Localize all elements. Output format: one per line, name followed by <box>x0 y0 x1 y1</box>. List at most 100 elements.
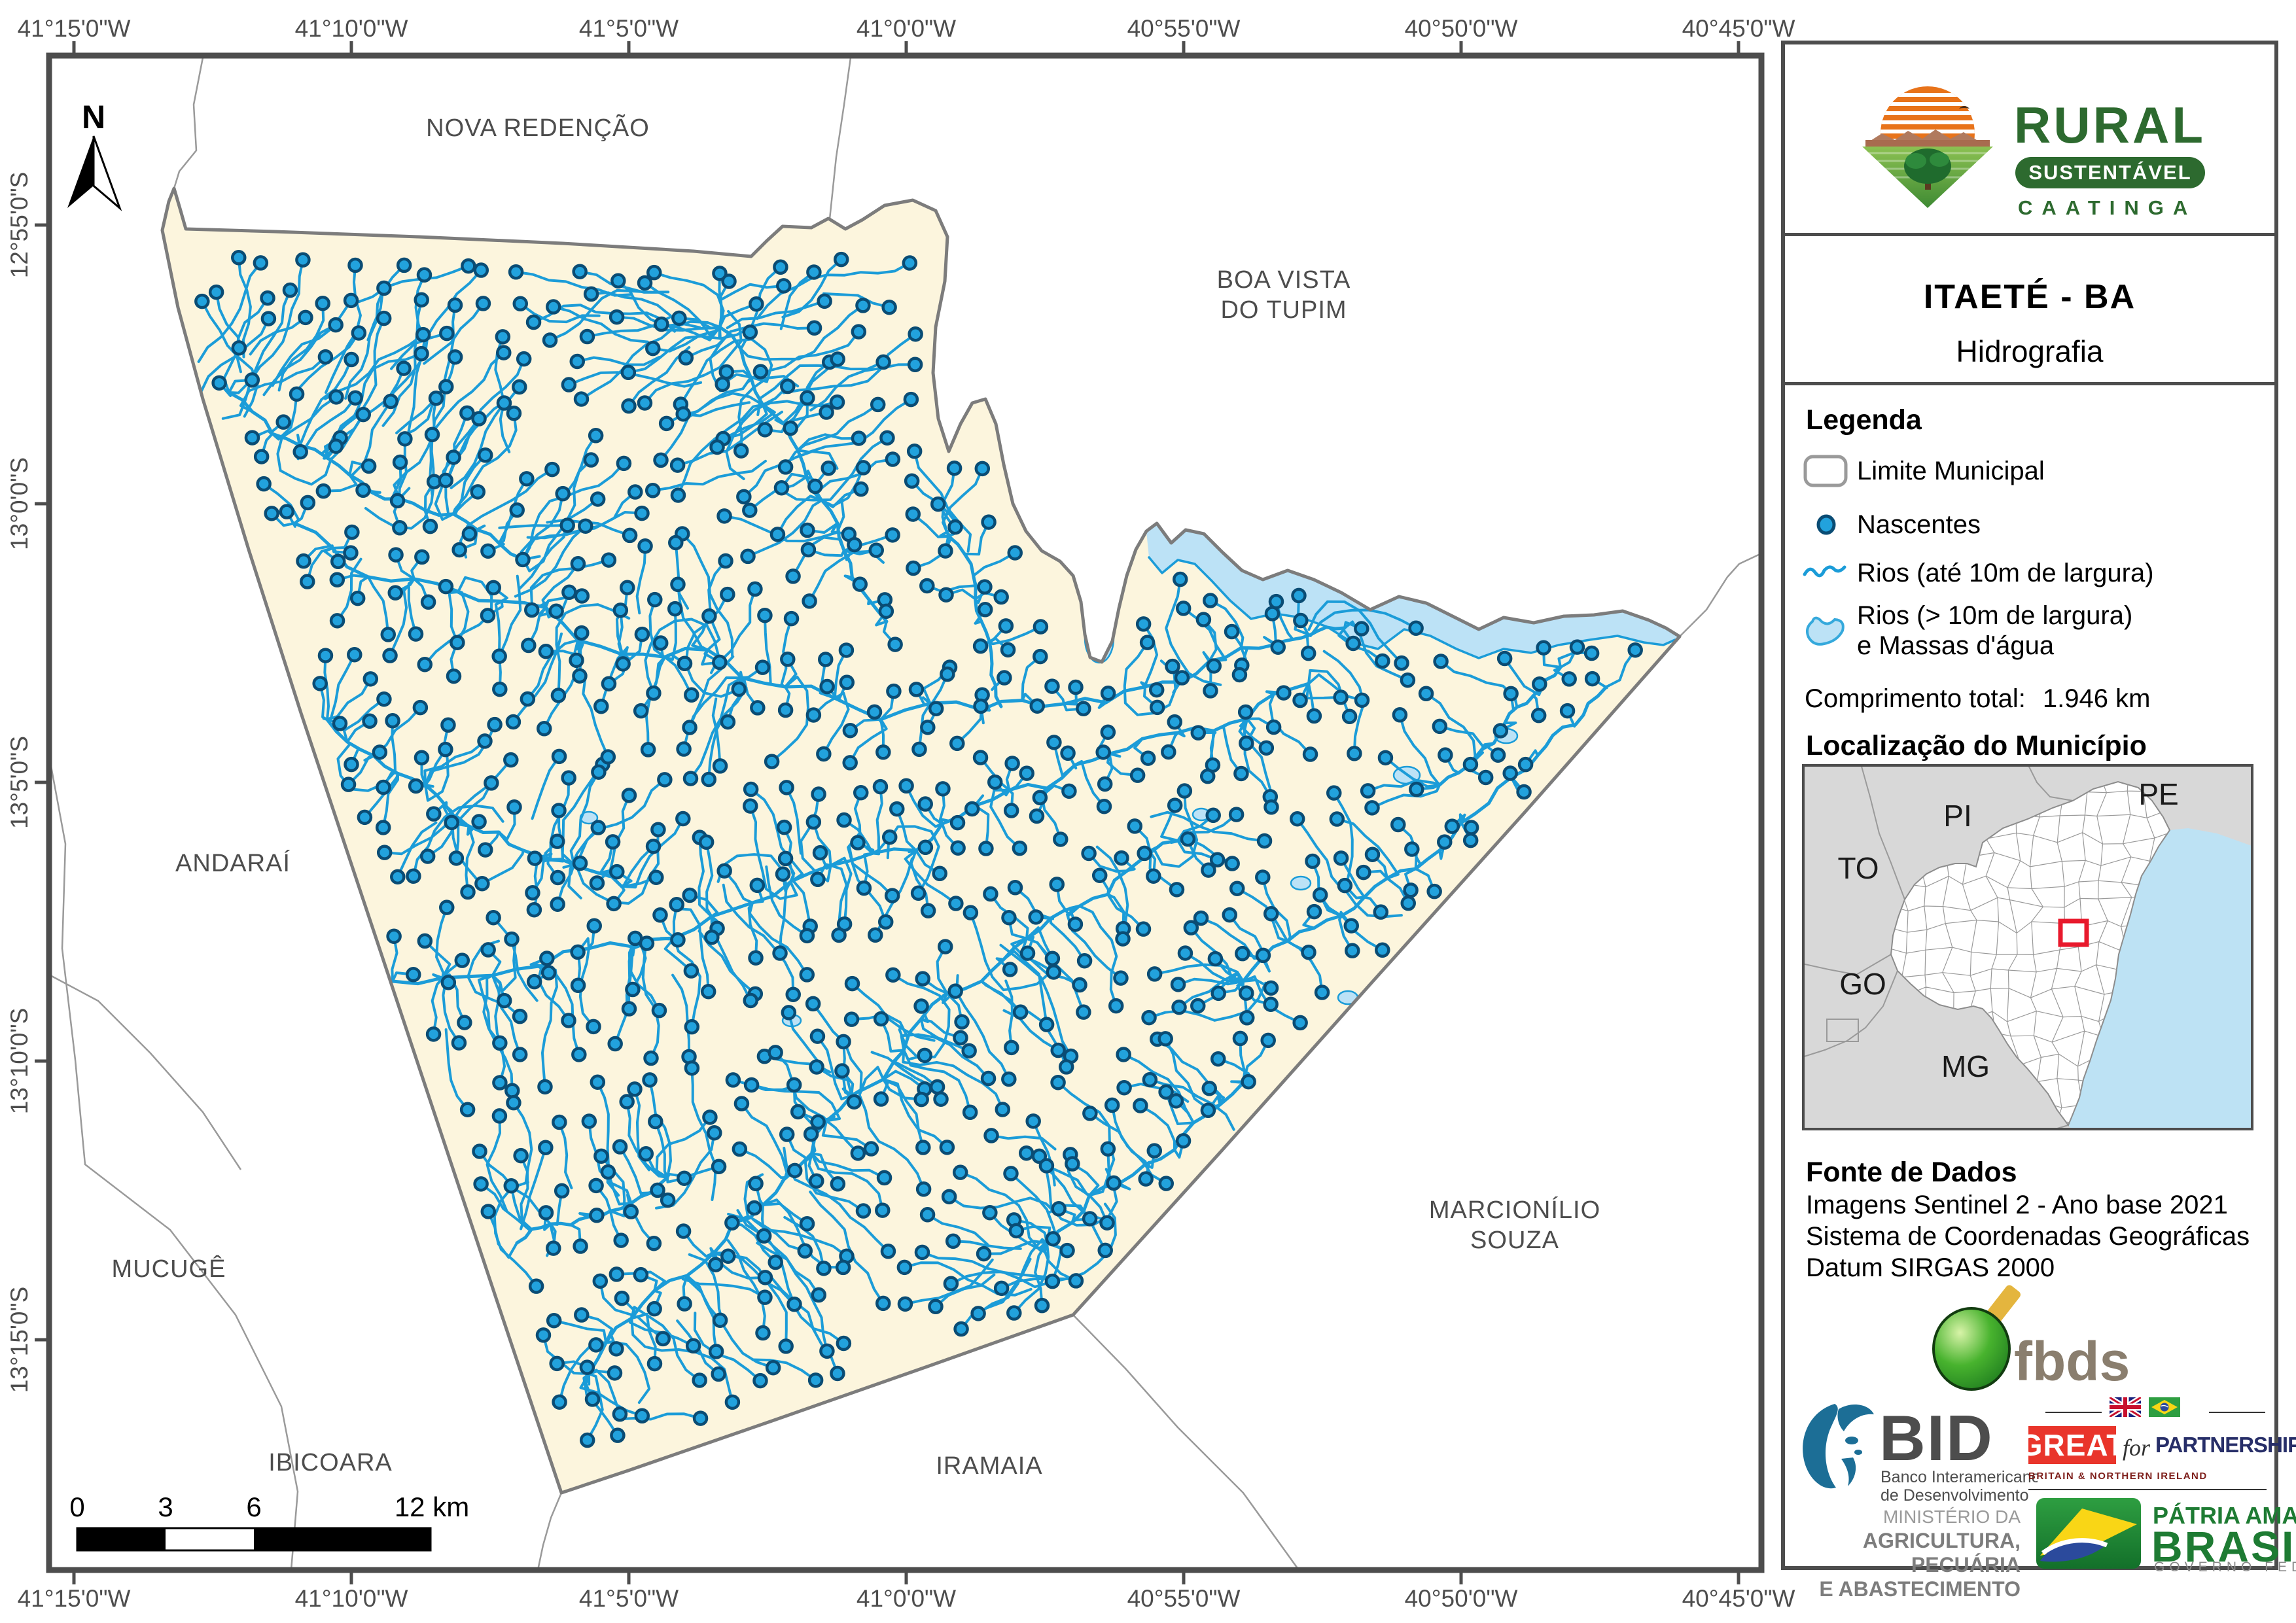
state-label-MG: MG <box>1941 1049 1990 1083</box>
state-label-PI: PI <box>1943 799 1971 833</box>
rural-sustentavel-emblem-icon <box>1862 86 1993 208</box>
svg-text:40°55'0"W: 40°55'0"W <box>1127 1585 1241 1612</box>
nascentes-points <box>194 250 1643 1448</box>
neighbor-boundaries <box>48 57 1762 1571</box>
map-title: ITAETÉ - BA <box>1923 278 2136 316</box>
source-heading: Fonte de Dados <box>1806 1157 2017 1188</box>
limite-legend-icon <box>1803 455 1848 487</box>
logo-title: RURAL <box>2014 96 2206 154</box>
svg-text:41°5'0"W: 41°5'0"W <box>579 1585 679 1612</box>
svg-text:12 km: 12 km <box>395 1492 469 1522</box>
total-length-label: Comprimento total: <box>1805 684 2026 713</box>
great-wordmark: GREAT <box>2019 1426 2125 1464</box>
graticule-labels: 41°15'0"W 41°15'0"W 41°10'0"W 41°10'0"W 41°5… <box>6 15 1795 1612</box>
britain-ni-label: BRITAIN & NORTHERN IRELAND <box>2028 1471 2208 1482</box>
brasil-flag-logo-icon <box>2036 1498 2141 1569</box>
svg-text:3: 3 <box>158 1492 173 1522</box>
logo-subtitle: SUSTENTÁVEL <box>2015 157 2205 188</box>
state-label-TO: TO <box>1837 851 1879 885</box>
inset-bahia <box>1890 780 2171 1127</box>
svg-text:6: 6 <box>246 1492 261 1522</box>
svg-text:41°0'0"W: 41°0'0"W <box>857 1585 956 1612</box>
partnership-wordmark: PARTNERSHIP <box>2155 1433 2296 1457</box>
panel-separator <box>1785 233 2274 236</box>
svg-text:41°10'0"W: 41°10'0"W <box>295 15 408 42</box>
fbds-wordmark: fbds <box>2014 1331 2130 1392</box>
svg-text:40°50'0"W: 40°50'0"W <box>1405 1585 1518 1612</box>
svg-text:41°15'0"W: 41°15'0"W <box>18 15 131 42</box>
logo-tagline: CAATINGA <box>2018 196 2197 219</box>
svg-text:40°45'0"W: 40°45'0"W <box>1682 15 1795 42</box>
map-subtitle: Hidrografia <box>1956 334 2104 368</box>
fbds-logo-icon: fbds <box>1932 1285 2130 1392</box>
bid-logo: BID Banco Interamericano de Desenvolvime… <box>1803 1402 2038 1505</box>
svg-text:13°5'0"S: 13°5'0"S <box>6 736 33 829</box>
panel-separator <box>1785 382 2274 385</box>
neighbor-label: MARCIONÍLIO SOUZA <box>1429 1196 1600 1254</box>
brazil-flag-icon <box>2149 1397 2180 1417</box>
neighbor-label: MUCUGÊ <box>112 1255 226 1283</box>
source-line: Datum SIRGAS 2000 <box>1806 1253 2055 1282</box>
total-length-row: Comprimento total: 1.946 km <box>1805 684 2150 714</box>
neighbor-label: BOA VISTA DO TUPIM <box>1217 266 1351 324</box>
great-for: for <box>2123 1435 2151 1461</box>
state-label-GO: GO <box>1839 967 1886 1001</box>
svg-text:de Desenvolvimento: de Desenvolvimento <box>1881 1486 2029 1505</box>
legend-item-label: Limite Municipal <box>1857 457 2045 485</box>
inset-state-lines <box>1802 764 2074 1130</box>
svg-text:40°55'0"W: 40°55'0"W <box>1127 15 1241 42</box>
scale-bar: 0 3 6 12 km <box>69 1492 469 1552</box>
svg-text:40°45'0"W: 40°45'0"W <box>1682 1585 1795 1612</box>
source-line: Sistema de Coordenadas Geográficas <box>1806 1222 2250 1251</box>
legend-item-limite: Limite Municipal <box>1802 451 2045 491</box>
svg-text:13°15'0"S: 13°15'0"S <box>6 1287 33 1393</box>
side-panel: RURAL SUSTENTÁVEL CAATINGA ITAETÉ - BA H… <box>1781 41 2296 1601</box>
ministry-block: MINISTÉRIO DA AGRICULTURA, PECUÁRIA E AB… <box>1798 1505 2021 1601</box>
legend-item-label: Nascentes <box>1857 510 1981 539</box>
inset-state-labels: PI PE TO GO MG <box>1837 777 2178 1083</box>
neighbor-label: IBICOARA <box>268 1449 393 1476</box>
location-inset-map: PI PE TO GO MG <box>1802 764 2253 1130</box>
total-length-value: 1.946 km <box>2042 684 2151 713</box>
ministry-line: MINISTÉRIO DA <box>1882 1507 2021 1527</box>
inset-ocean <box>2068 828 2253 1130</box>
legend-item-label: Rios (> 10m de largura) e Massas d'água <box>1857 601 2133 660</box>
legend-item-nascentes: Nascentes <box>1802 505 1981 544</box>
svg-text:41°10'0"W: 41°10'0"W <box>295 1585 408 1612</box>
svg-text:40°50'0"W: 40°50'0"W <box>1405 15 1518 42</box>
svg-text:12°55'0"S: 12°55'0"S <box>6 172 33 279</box>
svg-text:41°15'0"W: 41°15'0"W <box>18 1585 131 1612</box>
neighbor-label: ANDARAÍ <box>175 849 291 877</box>
svg-text:BID: BID <box>1879 1402 1994 1474</box>
uk-flags-row <box>2045 1404 2272 1413</box>
neighbor-label: NOVA REDENÇÃO <box>426 114 650 142</box>
svg-text:13°0'0"S: 13°0'0"S <box>6 457 33 550</box>
svg-text:41°5'0"W: 41°5'0"W <box>579 15 679 42</box>
north-arrow: N <box>67 99 122 211</box>
svg-text:0: 0 <box>69 1492 84 1522</box>
legend-heading: Legenda <box>1806 404 1922 436</box>
legend-item-rios: Rios (até 10m de largura) <box>1802 553 2154 593</box>
graticule-ticks <box>35 41 1740 1584</box>
legend-item-label: Rios (até 10m de largura) <box>1857 559 2154 587</box>
location-heading: Localização do Município <box>1806 730 2147 761</box>
ministry-line: E ABASTECIMENTO <box>1819 1577 2021 1601</box>
uk-flag-icon <box>2110 1397 2141 1417</box>
inset-border <box>1802 764 2253 1130</box>
svg-text:N: N <box>82 99 105 135</box>
great-underline <box>2028 1489 2267 1490</box>
brasil-wordmark: BRASIL <box>2151 1522 2296 1571</box>
nascentes-legend-icon <box>1816 514 1836 535</box>
source-line: Imagens Sentinel 2 - Ano base 2021 <box>1806 1191 2228 1219</box>
neighbor-labels: NOVA REDENÇÃO BOA VISTA DO TUPIM ANDARAÍ MUC… <box>112 114 1600 1480</box>
municipality-border <box>160 186 1682 1495</box>
ministry-line: AGRICULTURA, PECUÁRIA <box>1862 1529 2021 1577</box>
svg-text:Banco Interamericano: Banco Interamericano <box>1881 1468 2038 1486</box>
neighbor-label: IRAMAIA <box>936 1452 1042 1480</box>
state-label-PE: PE <box>2138 777 2178 811</box>
massas-legend-icon <box>1806 616 1845 646</box>
patria-amada-label: PÁTRIA AMADA <box>2153 1502 2296 1529</box>
rios-legend-icon <box>1803 565 1846 578</box>
svg-text:13°10'0"S: 13°10'0"S <box>6 1008 33 1115</box>
